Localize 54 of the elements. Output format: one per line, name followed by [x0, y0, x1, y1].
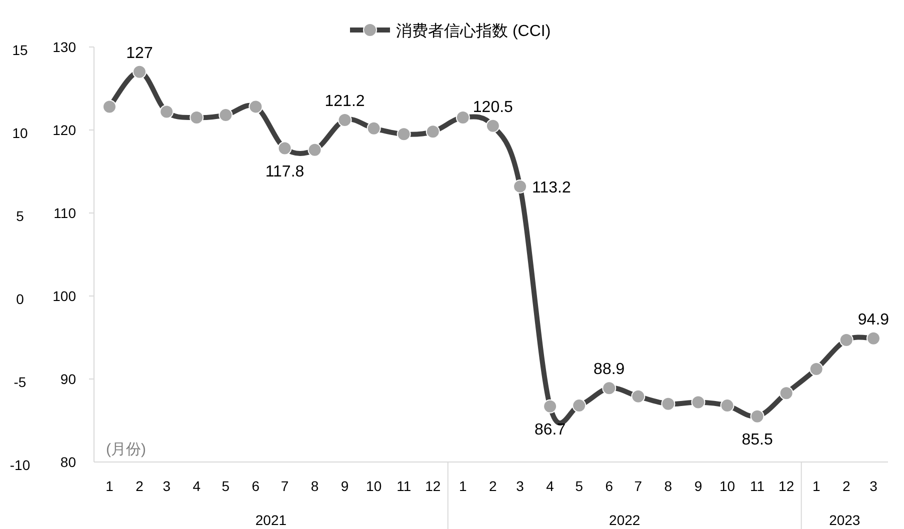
- x-tick-label: 4: [546, 478, 554, 494]
- data-label: 127: [126, 44, 153, 62]
- data-label: 94.9: [858, 311, 890, 328]
- data-label: 113.2: [532, 179, 571, 196]
- x-tick-label: 8: [310, 478, 319, 494]
- data-label: 120.5: [472, 98, 514, 116]
- y-tick-label: 110: [54, 205, 76, 221]
- y2-tick-label: 10: [12, 125, 28, 141]
- text: 2023: [829, 512, 860, 528]
- x-tick-label: 10: [366, 478, 382, 494]
- text: 2021: [255, 512, 287, 528]
- x-tick-label: 7: [280, 478, 289, 494]
- x-tick-label: 5: [575, 478, 584, 494]
- y-tick-label: 120: [52, 122, 76, 138]
- x-tick-label: 5: [222, 478, 230, 494]
- x-tick-label: 3: [162, 478, 171, 494]
- data-label: 88.9: [594, 361, 625, 378]
- x-tick-label: 1: [106, 478, 114, 494]
- y-tick-label: 80: [60, 454, 76, 470]
- data-label: 121.2: [324, 93, 365, 110]
- x-tick-label: 2: [136, 478, 144, 494]
- annotation: (月份): [106, 441, 146, 458]
- x-tick-label: 12: [778, 478, 794, 494]
- x-tick-label: 8: [664, 478, 672, 494]
- x-tick-label: 7: [634, 478, 642, 494]
- data-label: 85.5: [742, 431, 773, 448]
- legend: 消费者信心指数 (CCI): [350, 23, 551, 40]
- x-tick-label: 10: [719, 478, 736, 494]
- x-tick-label: 6: [605, 478, 614, 494]
- x-tick-label: 6: [252, 478, 260, 494]
- y2-tick-label: -10: [10, 457, 30, 473]
- x-tick-label: 11: [750, 478, 765, 494]
- data-label: 117.8: [265, 163, 304, 180]
- x-tick-label: 11: [396, 478, 412, 494]
- y-tick-label: 90: [60, 371, 76, 387]
- legend-label: 消费者信心指数 (CCI): [396, 22, 551, 40]
- y-tick-label: 130: [52, 39, 76, 55]
- y-tick-label: 100: [52, 288, 76, 304]
- y2-tick-label: 0: [16, 291, 24, 307]
- x-tick-label: 2: [842, 478, 850, 494]
- x-tick-label: 1: [459, 478, 468, 494]
- x-tick-label: 12: [425, 478, 441, 494]
- x-tick-label: 2: [489, 478, 498, 494]
- text: 2022: [609, 512, 640, 528]
- x-tick-label: 9: [340, 478, 349, 494]
- x-tick-label: 3: [870, 478, 878, 494]
- y2-tick-label: 5: [16, 208, 24, 224]
- x-tick-label: 4: [192, 478, 201, 494]
- x-tick-label: 1: [812, 478, 820, 494]
- data-label: 86.7: [534, 421, 566, 438]
- x-tick-label: 9: [694, 478, 702, 494]
- y2-tick-label: 15: [12, 42, 28, 58]
- y2-tick-label: -5: [14, 374, 26, 390]
- x-tick-label: 3: [516, 478, 524, 494]
